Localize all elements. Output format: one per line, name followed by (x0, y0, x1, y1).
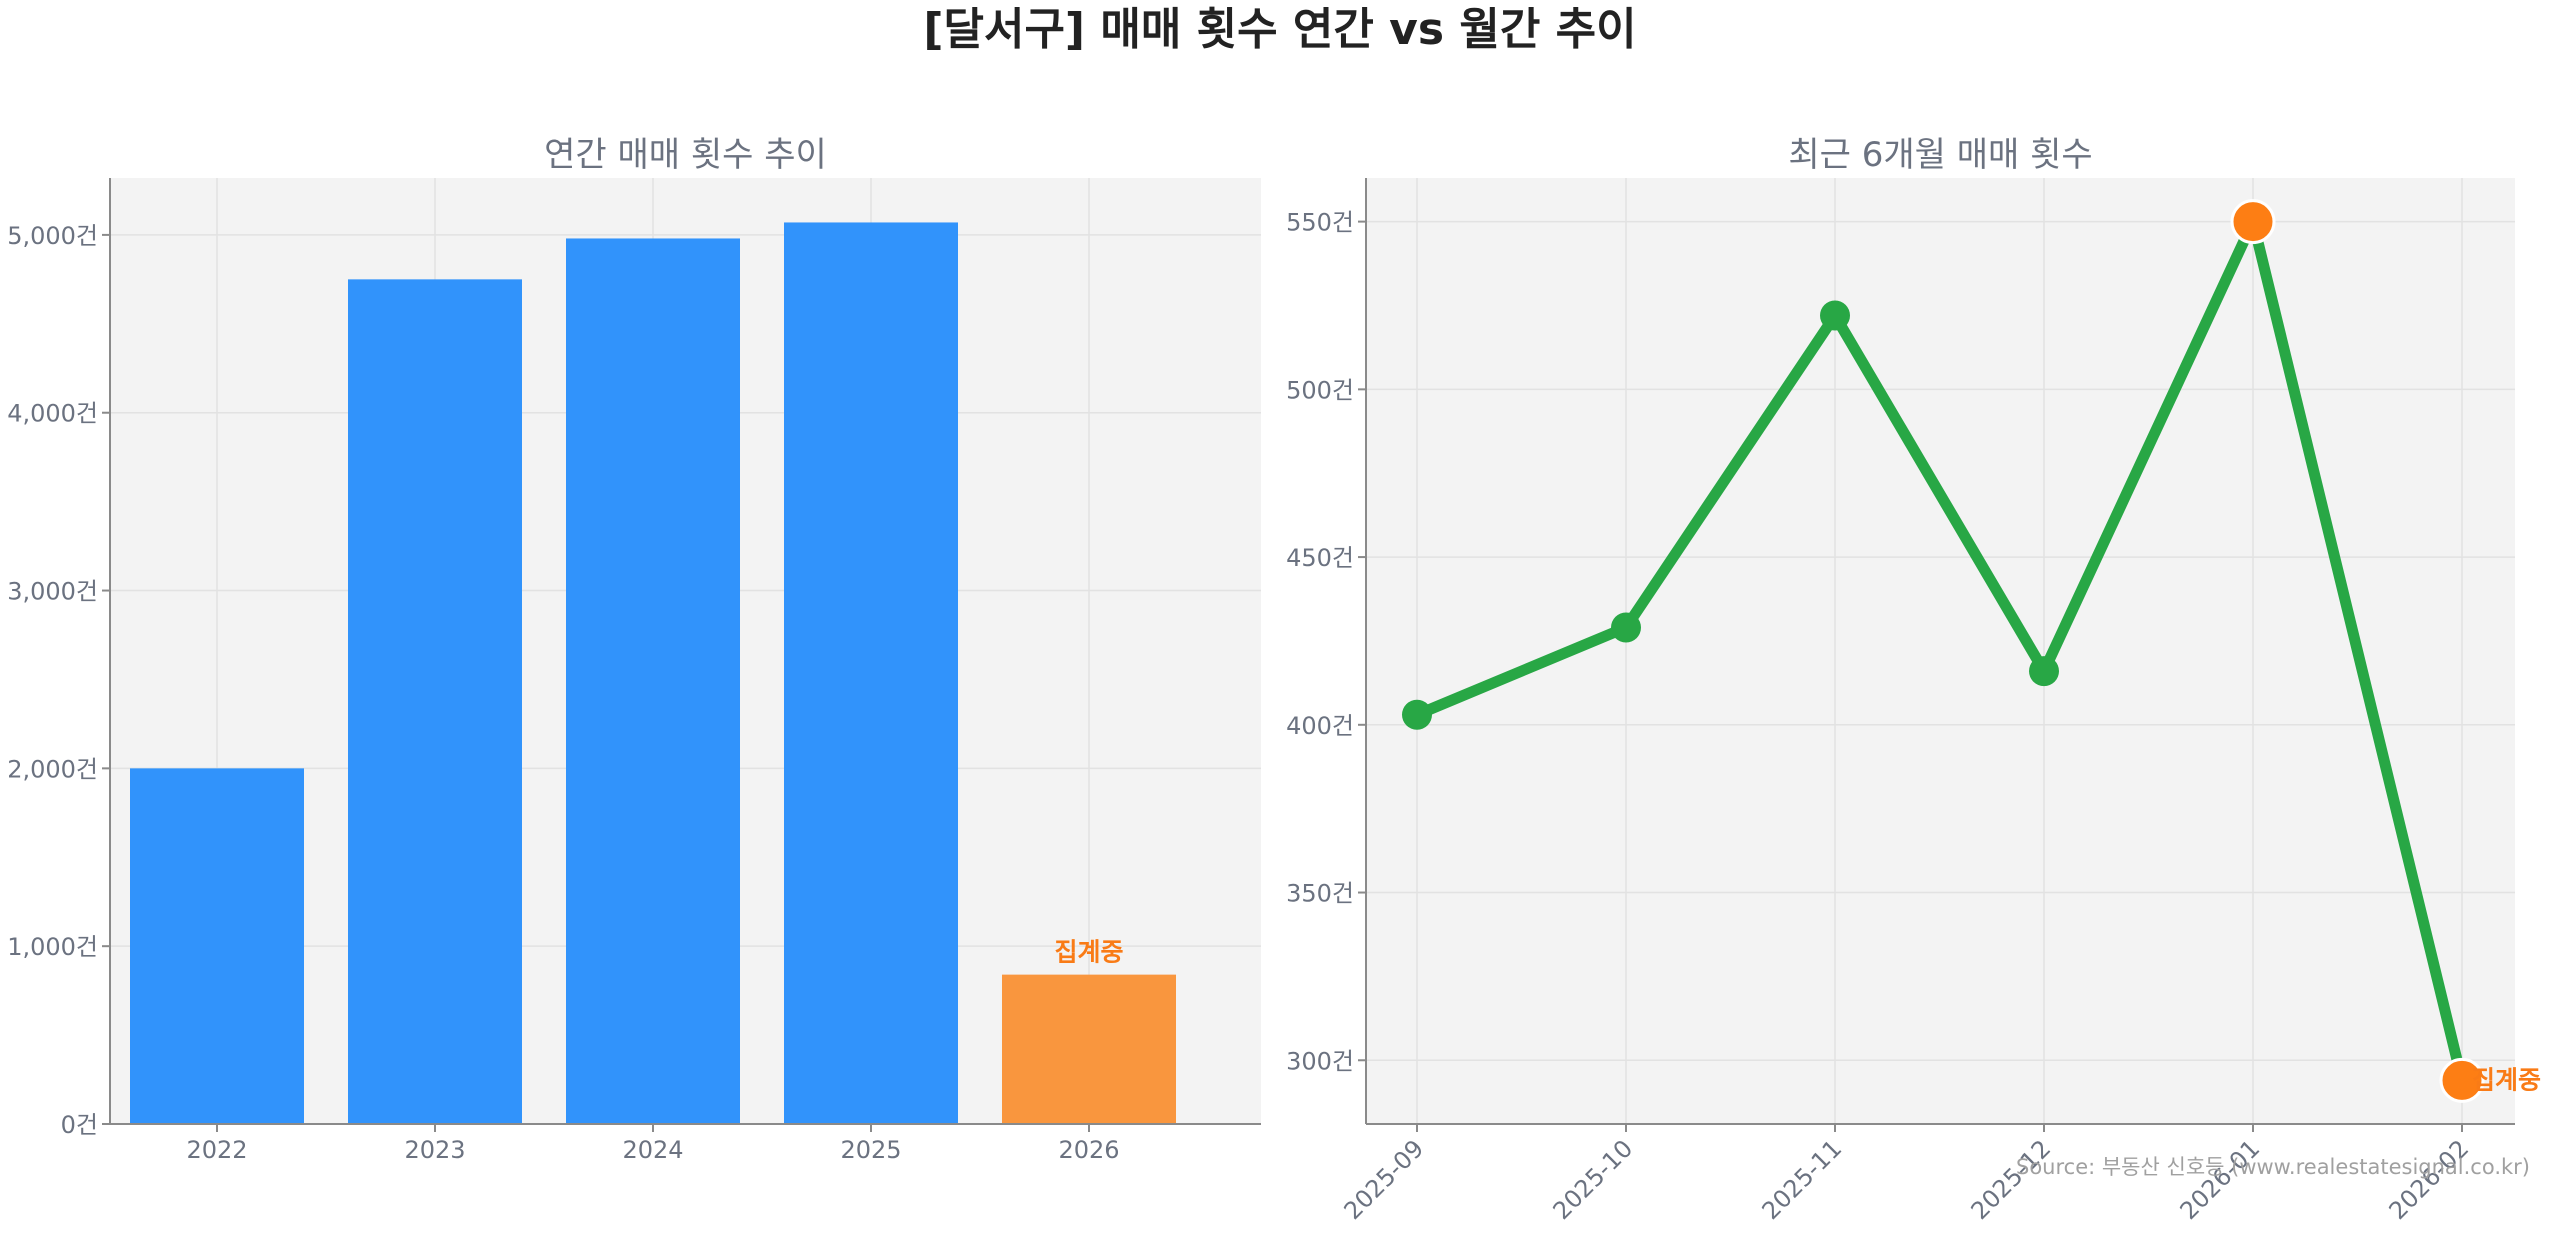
monthly-y-tick-label: 300건 (1286, 1047, 1354, 1075)
annual-x-tick-label: 2024 (622, 1136, 683, 1164)
annual-y-tick-label: 0건 (61, 1111, 98, 1139)
annual-y-tick-label: 2,000건 (7, 755, 98, 783)
annual-x-tick-label: 2026 (1058, 1136, 1119, 1164)
point-2026-01 (2230, 199, 2276, 245)
figure-title: [달서구] 매매 횟수 연간 vs 월간 추이 (923, 4, 1636, 55)
bar-2024 (566, 238, 740, 1125)
annual-x-tick-label: 2022 (186, 1136, 247, 1164)
bar-2026 (1002, 974, 1176, 1124)
monthly-y-tick-label: 350건 (1286, 880, 1354, 908)
annual-chart-title: 연간 매매 횟수 추이 (544, 135, 827, 175)
monthly-x-tick-label: 2025-11 (1757, 1134, 1848, 1225)
source-credit: Source: 부동산 신호등 (www.realestatesignal.co… (2016, 1155, 2530, 1179)
annual-y-tick-label: 3,000건 (7, 578, 98, 606)
monthly-x-tick-label: 2025-09 (1339, 1134, 1430, 1225)
monthly-series-line (1411, 216, 2468, 1086)
annual-x-ticks: 2022 2023 2024 2025 2026 (186, 1124, 1120, 1164)
monthly-x-tick-label: 2026-01 (2175, 1134, 2266, 1225)
annual-bars (130, 222, 1176, 1125)
bar-2023 (348, 279, 522, 1124)
annual-y-tick-label: 1,000건 (7, 933, 98, 961)
monthly-chart-panel: 300건 350건 400건 450건 500건 550건 2025-09 2025-10 2… (1286, 135, 2541, 1225)
monthly-y-tick-label: 550건 (1286, 209, 1354, 237)
annual-x-tick-label: 2025 (840, 1136, 901, 1164)
monthly-y-tick-label: 400건 (1286, 712, 1354, 740)
annual-in-progress-label: 집계중 (1054, 938, 1123, 967)
point-2025-10 (1611, 612, 1641, 643)
annual-y-ticks: 0건 1,000건 2,000건 3,000건 4,000건 5,000건 (7, 222, 110, 1139)
monthly-grid (1366, 178, 2515, 1124)
monthly-y-tick-label: 500건 (1286, 376, 1354, 404)
annual-axes (109, 178, 1261, 1125)
monthly-chart-title: 최근 6개월 매매 횟수 (1788, 135, 2092, 175)
point-2025-09 (1402, 699, 1432, 730)
point-2025-12 (2029, 656, 2059, 687)
annual-y-tick-label: 4,000건 (7, 400, 98, 428)
monthly-x-tick-label: 2025-12 (1966, 1134, 2057, 1225)
monthly-x-tick-label: 2026-02 (2384, 1134, 2475, 1225)
monthly-axes (1365, 178, 2515, 1125)
monthly-plot-background (1366, 178, 2515, 1124)
point-2026-02 (2439, 1057, 2485, 1103)
monthly-y-tick-label: 450건 (1286, 544, 1354, 572)
monthly-y-ticks: 300건 350건 400건 450건 500건 550건 (1286, 209, 1366, 1075)
annual-y-tick-label: 5,000건 (7, 222, 98, 250)
monthly-points (1402, 199, 2485, 1103)
bar-2022 (130, 768, 304, 1124)
bar-2025 (784, 222, 958, 1124)
point-2025-11 (1820, 300, 1850, 331)
monthly-in-progress-label: 집계중 (2472, 1065, 2541, 1094)
annual-x-tick-label: 2023 (404, 1136, 465, 1164)
monthly-x-tick-label: 2025-10 (1548, 1134, 1639, 1225)
